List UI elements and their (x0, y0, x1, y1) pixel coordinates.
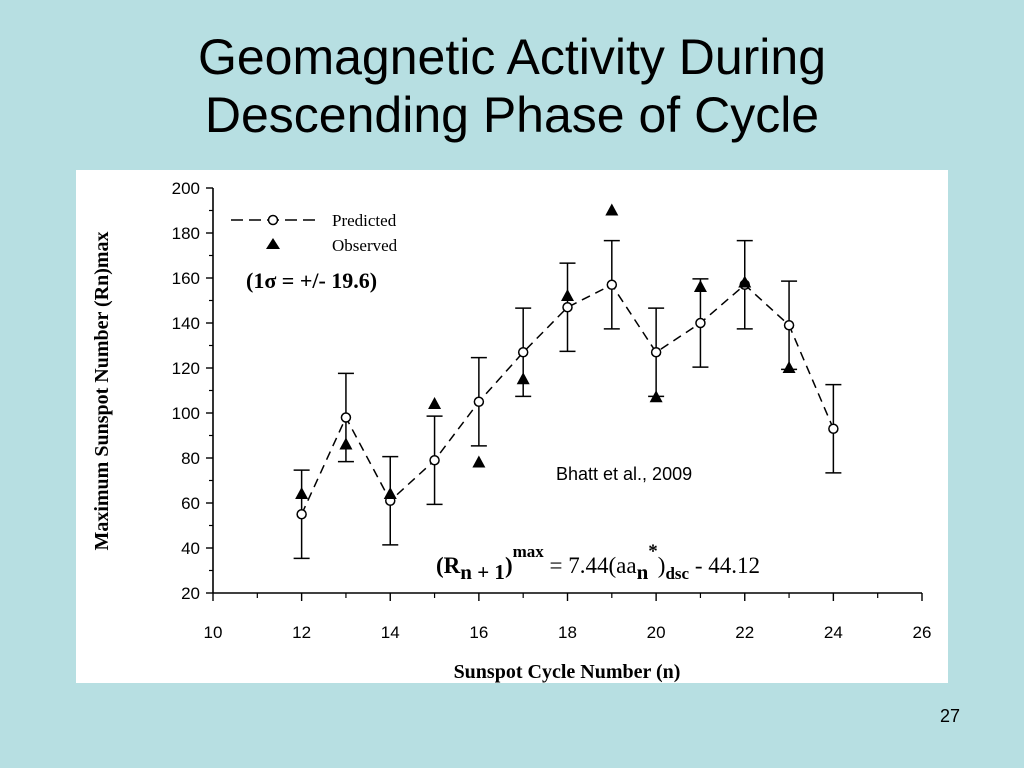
equation-superscript: max (513, 542, 545, 561)
observed-point (649, 390, 663, 403)
observed-point (472, 455, 486, 468)
observed-point (383, 487, 397, 499)
legend-observed-label: Observed (332, 236, 398, 255)
x-axis-label: Sunspot Cycle Number (n) (454, 661, 681, 683)
predicted-point (429, 455, 440, 466)
observed-point (693, 280, 707, 292)
equation-part: (R (436, 553, 461, 578)
equation-part: - 44.12 (689, 553, 760, 578)
title-line-1: Geomagnetic Activity During (197, 29, 827, 85)
observed-point (782, 361, 796, 373)
x-tick-label: 16 (469, 623, 488, 642)
observed-points (295, 203, 796, 499)
equation-part: = 7.44(aa (544, 553, 637, 578)
y-ticks (206, 187, 213, 594)
observed-point (516, 372, 530, 385)
predicted-point (695, 317, 706, 329)
predicted-point (783, 320, 795, 331)
x-tick-label: 10 (204, 623, 223, 642)
page-number: 27 (939, 706, 961, 726)
equation-subscript: dsc (665, 564, 689, 583)
observed-point (738, 275, 752, 288)
predicted-point (562, 302, 573, 313)
x-tick-label: 24 (824, 623, 843, 642)
equation: (Rn + 1)max = 7.44(aan*)dsc - 44.12 (436, 541, 760, 584)
equation-part: ) (658, 553, 666, 578)
slide-title: Geomagnetic Activity During Descending P… (0, 28, 1024, 144)
equation-part: ) (505, 553, 513, 578)
predicted-point (650, 347, 662, 358)
y-tick-label: 120 (172, 359, 200, 378)
y-tick-label: 160 (172, 269, 200, 288)
legend: Predicted Observed (1σ = +/- 19.6) (231, 211, 398, 293)
y-axis-label: Maximum Sunspot Number (Rn)max (91, 231, 113, 550)
observed-point (605, 203, 619, 216)
predicted-point (517, 347, 529, 358)
equation-superscript: * (648, 541, 658, 562)
predicted-point (828, 423, 839, 434)
x-tick-label: 26 (913, 623, 932, 642)
predicted-point (473, 396, 485, 407)
legend-sigma-note: (1σ = +/- 19.6) (246, 268, 377, 293)
legend-predicted-label: Predicted (332, 211, 397, 230)
y-tick-label: 20 (181, 584, 200, 603)
x-tick-labels: 10 12 14 16 18 20 22 24 26 (204, 623, 932, 642)
predicted-point (606, 279, 618, 290)
legend-predicted-marker (267, 214, 279, 226)
legend-observed-marker (266, 238, 280, 249)
y-tick-label: 140 (172, 314, 200, 333)
citation-annotation: Bhatt et al., 2009 (556, 464, 692, 484)
x-tick-label: 22 (735, 623, 754, 642)
predicted-point (296, 509, 307, 520)
equation-subscript: n (637, 560, 649, 584)
axes (212, 188, 922, 594)
y-tick-label: 100 (172, 404, 200, 423)
x-tick-label: 12 (292, 623, 311, 642)
equation-subscript: n + 1 (460, 560, 505, 584)
chart-figure: 20 40 60 80 100 120 140 160 180 200 10 12 14 16 18 20 2… (76, 170, 948, 683)
x-tick-label: 20 (647, 623, 666, 642)
observed-point (295, 487, 309, 499)
x-tick-label: 18 (558, 623, 577, 642)
observed-point (428, 397, 442, 409)
y-tick-labels: 20 40 60 80 100 120 140 160 180 200 (172, 179, 200, 603)
observed-point (339, 437, 353, 450)
y-tick-label: 60 (181, 494, 200, 513)
y-tick-label: 180 (172, 224, 200, 243)
title-line-2: Descending Phase of Cycle (204, 87, 820, 143)
y-tick-label: 80 (181, 449, 200, 468)
y-tick-label: 200 (172, 179, 200, 198)
x-ticks (212, 593, 923, 601)
predicted-point (340, 412, 352, 423)
y-tick-label: 40 (181, 539, 200, 558)
observed-point (561, 289, 574, 301)
x-tick-label: 14 (381, 623, 400, 642)
